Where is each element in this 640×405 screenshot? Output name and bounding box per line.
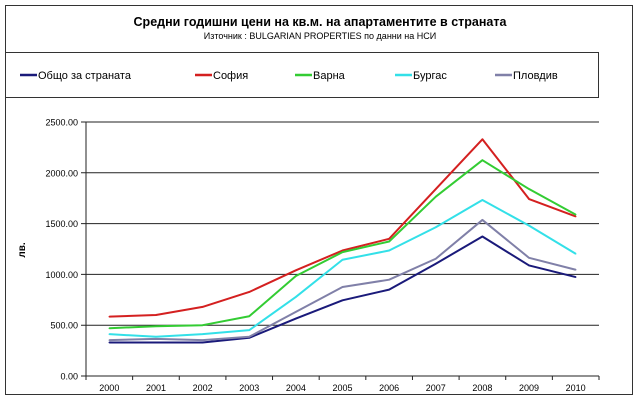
legend-label: Общо за страната: [38, 70, 132, 82]
data-point: [155, 341, 157, 344]
x-tick-label: 2000: [99, 383, 119, 393]
data-point: [155, 335, 157, 338]
data-point: [341, 249, 344, 252]
data-point: [481, 199, 484, 201]
x-tick-label: 2007: [426, 383, 446, 393]
y-tick-label: 1000.00: [45, 270, 78, 280]
data-point: [108, 315, 111, 318]
x-tick-label: 2009: [519, 383, 539, 393]
x-tick-label: 2006: [379, 383, 399, 393]
legend-label: Бургас: [413, 70, 447, 82]
x-tick-label: 2002: [193, 383, 213, 393]
legend: Общо за страната София Варна Бургас Пловдив: [20, 70, 558, 82]
y-tick-label: 0.00: [60, 372, 78, 382]
data-point: [155, 314, 157, 316]
x-tick-label: 2001: [146, 383, 166, 393]
x-tick-label: 2010: [566, 383, 586, 393]
data-point: [481, 159, 484, 162]
data-point: [528, 257, 530, 259]
data-point: [201, 339, 204, 341]
x-tick-label: 2005: [332, 383, 352, 393]
data-point: [388, 249, 390, 252]
data-point: [481, 138, 484, 141]
data-point: [574, 268, 577, 271]
data-point: [341, 299, 344, 302]
legend-label: София: [213, 70, 248, 82]
data-point: [388, 238, 390, 240]
data-point: [295, 311, 297, 313]
data-point: [434, 195, 437, 198]
y-tick-label: 2000.00: [45, 168, 78, 178]
data-point: [434, 262, 437, 265]
data-point: [388, 278, 390, 281]
data-point: [528, 188, 530, 190]
data-point: [481, 235, 484, 238]
chart-subtitle: Източник : BULGARIAN PROPERTIES по данни…: [204, 31, 436, 41]
data-point: [108, 327, 111, 330]
data-point: [108, 341, 111, 344]
data-point: [201, 306, 204, 308]
data-point: [341, 258, 344, 261]
data-point: [388, 288, 390, 291]
data-point: [341, 286, 344, 288]
data-point: [248, 315, 251, 318]
data-point: [295, 269, 297, 272]
data-point: [434, 188, 437, 190]
data-point: [528, 198, 530, 200]
data-point: [528, 224, 530, 227]
data-point: [341, 251, 344, 253]
x-tick-label: 2004: [286, 383, 306, 393]
legend-label: Варна: [313, 70, 346, 82]
legend-label: Пловдив: [513, 70, 558, 82]
data-point: [295, 275, 297, 277]
data-point: [295, 317, 297, 320]
y-tick-label: 1500.00: [45, 219, 78, 229]
y-axis-label: лв.: [17, 242, 28, 258]
data-point: [155, 338, 157, 340]
data-point: [108, 333, 111, 335]
data-point: [248, 335, 251, 338]
data-point: [388, 240, 390, 243]
x-tick-label: 2008: [472, 383, 492, 393]
data-point: [574, 215, 577, 218]
data-point: [574, 252, 577, 255]
data-point: [201, 341, 204, 344]
data-point: [201, 324, 204, 327]
data-point: [481, 219, 484, 221]
data-point: [574, 213, 577, 216]
data-point: [434, 226, 437, 229]
data-point: [248, 329, 251, 331]
data-point: [108, 339, 111, 341]
data-point: [155, 325, 157, 328]
y-tick-label: 500.00: [50, 321, 78, 331]
chart-title: Средни годишни цени на кв.м. на апартаме…: [134, 15, 508, 29]
x-tick-label: 2003: [239, 383, 259, 393]
data-point: [248, 291, 251, 293]
data-point: [201, 333, 204, 335]
data-point: [574, 276, 577, 278]
data-point: [528, 264, 530, 267]
y-tick-label: 2500.00: [45, 118, 78, 128]
data-point: [434, 257, 437, 260]
data-point: [295, 296, 297, 298]
